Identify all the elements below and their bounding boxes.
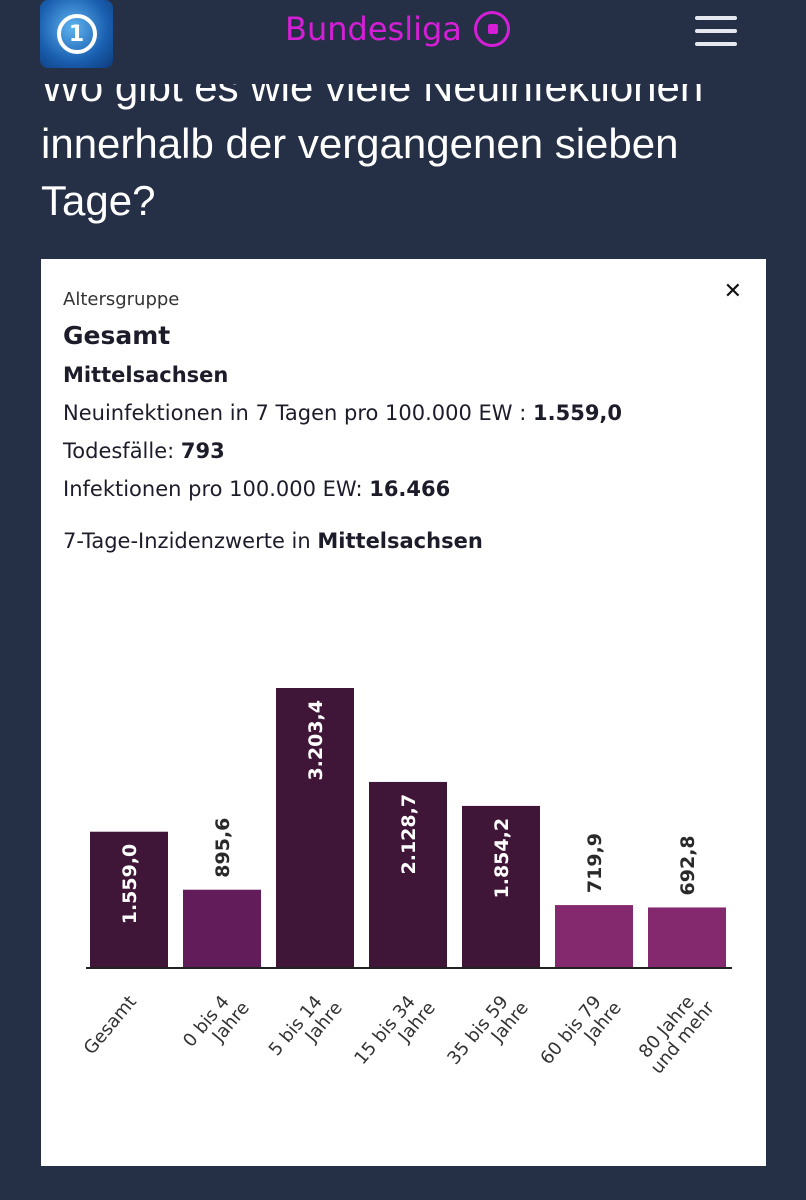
tagesschau-logo[interactable]: 1 [40,0,113,68]
bar[interactable] [90,831,168,968]
infections-line: Infektionen pro 100.000 EW: 16.466 [63,477,451,501]
category-label: Gesamt [80,992,141,1059]
bar[interactable] [183,889,261,968]
hamburger-icon[interactable] [695,16,737,46]
bar[interactable] [276,688,354,968]
bar-value-label: 2.128,7 [398,794,420,875]
bar[interactable] [555,905,633,968]
bar-value-label: 1.854,2 [491,818,513,899]
group-label: Altersgruppe [63,289,180,310]
soccer-ball-icon [473,11,510,47]
incidence-line: Neuinfektionen in 7 Tagen pro 100.000 EW… [63,401,623,425]
region-name: Mittelsachsen [63,363,229,387]
close-icon[interactable]: ✕ [723,279,742,304]
bundesliga-link[interactable]: Bundesliga [285,10,510,48]
chart-title: 7-Tage-Inzidenzwerte in Mittelsachsen [63,529,483,553]
bar-value-label: 692,8 [677,835,699,895]
deaths-line: Todesfälle: 793 [63,439,225,463]
bar[interactable] [369,781,447,968]
bar-value-label: 719,9 [584,833,606,893]
bar-value-label: 1.559,0 [119,844,141,925]
group-value: Gesamt [63,321,171,350]
bar-value-label: 895,6 [212,818,234,878]
bar-value-label: 3.203,4 [305,700,327,781]
bar[interactable] [648,907,726,968]
top-bar: 1 Bundesliga [0,0,806,84]
bar[interactable] [462,805,540,968]
info-card: ✕ Altersgruppe Gesamt Mittelsachsen Neui… [41,259,766,1166]
